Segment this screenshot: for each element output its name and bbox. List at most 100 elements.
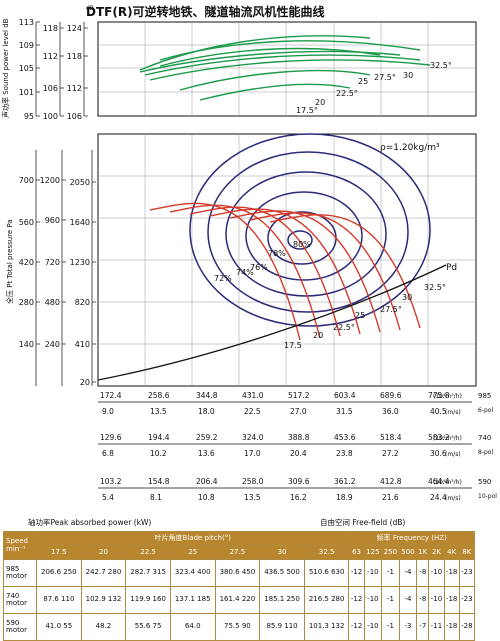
sound-angle-label: 30	[403, 71, 413, 80]
pressure-tick-label: 240	[45, 340, 60, 349]
sound-angle-label: 22.5°	[336, 89, 358, 98]
table-row: 590 motor 41.0 55 48.2 55.6 75 64.0 75.5 90 85…	[3, 613, 476, 641]
power-cell: 101.3 132	[303, 613, 350, 641]
flow-value: 775.8	[428, 391, 450, 400]
velocity-value: 10.8	[198, 493, 215, 502]
table-row: 740 motor 87.6 110 102.9 132 119.9 160 137.1…	[3, 586, 476, 614]
pressure-tick-label: 1200	[40, 176, 60, 185]
velocity-value: 22.5	[244, 407, 261, 416]
sound-tick-label: 109	[19, 41, 34, 50]
power-cell: 75.5 90	[214, 613, 261, 641]
sound-angle-label: 20	[315, 98, 325, 107]
blade-angle-header: 25	[169, 545, 216, 560]
db-cell: -23	[458, 586, 476, 614]
velocity-value: 27.2	[382, 449, 399, 458]
pressure-angle-label: 32.5°	[424, 283, 446, 292]
sound-tick-label: 100	[43, 112, 58, 121]
flow-value: 259.2	[196, 433, 218, 442]
frequency-header: 8K	[458, 545, 476, 560]
velocity-value: 6.8	[102, 449, 114, 458]
db-cell: -12	[348, 559, 365, 587]
db-cell: -18	[443, 559, 460, 587]
row-speed: 740 motor	[3, 586, 37, 614]
db-cell: -28	[458, 613, 476, 641]
efficiency-contour	[207, 151, 409, 313]
power-cell: 242.7 280	[80, 559, 127, 587]
blade-angle-header: 27.5	[214, 545, 261, 560]
sound-tick-label: 106	[43, 84, 58, 93]
flow-value: 517.2	[288, 391, 310, 400]
blade-angle-header: 20	[80, 545, 127, 560]
blade-curve	[249, 212, 401, 331]
free-field-label: 自由空间 Free-field (dB)	[320, 518, 406, 527]
pressure-tick-label: 140	[19, 340, 34, 349]
power-cell: 119.9 160	[125, 586, 171, 614]
flow-value: 344.8	[196, 391, 218, 400]
row-speed: 985 motor	[3, 559, 37, 587]
velocity-unit: (m/s)	[445, 495, 461, 502]
blade-angle-header: 30	[259, 545, 305, 560]
velocity-value: 18.9	[336, 493, 353, 502]
power-cell: 102.9 132	[80, 586, 127, 614]
velocity-value: 8.1	[150, 493, 162, 502]
efficiency-contour	[287, 230, 313, 250]
pressure-tick-label: 700	[19, 176, 34, 185]
velocity-unit: (m/s)	[445, 451, 461, 458]
db-cell: -10	[428, 586, 445, 614]
sound-curve	[159, 40, 421, 61]
db-cell: -3	[398, 613, 418, 641]
sound-angle-label: 25	[358, 77, 368, 86]
pressure-angle-label: 20	[313, 331, 323, 340]
velocity-value: 27.0	[290, 407, 307, 416]
power-cell: 55.6 75	[125, 613, 171, 641]
power-cell: 64.0	[169, 613, 216, 641]
db-cell: -10	[363, 613, 383, 641]
flow-value: 412.8	[380, 477, 402, 486]
power-cell: 380.6 450	[214, 559, 261, 587]
flow-value: 583.2	[428, 433, 450, 442]
blade-curve	[189, 206, 341, 337]
flow-unit: (10⁴m³/h)	[433, 479, 462, 486]
pressure-tick-label: 960	[45, 216, 60, 225]
db-cell: -1	[381, 613, 400, 641]
speed-value: 590	[478, 478, 491, 486]
sound-tick-label: 105	[19, 64, 34, 73]
power-cell: 436.5 500	[259, 559, 305, 587]
velocity-value: 13.5	[150, 407, 167, 416]
db-cell: -10	[363, 586, 383, 614]
frequency-header: 2K	[428, 545, 445, 560]
pressure-tick-label: 1230	[70, 258, 90, 267]
power-cell: 282.7 315	[125, 559, 171, 587]
pressure-tick-label: 280	[19, 298, 34, 307]
blade-angle-header: 22.5	[125, 545, 171, 560]
db-cell: -12	[348, 613, 365, 641]
db-cell: -1	[381, 586, 400, 614]
velocity-value: 20.4	[290, 449, 307, 458]
flow-value: 453.6	[334, 433, 356, 442]
pressure-axis-label: 全压 Pt Total pressure Pa	[5, 219, 14, 304]
velocity-value: 23.8	[336, 449, 353, 458]
power-cell: 87.6 110	[36, 586, 82, 614]
sound-tick-label: 106	[67, 112, 82, 121]
efficiency-label: 74%	[236, 268, 254, 277]
sound-angle-label: 27.5°	[374, 73, 396, 82]
flow-value: 129.6	[100, 433, 122, 442]
performance-chart: 声功率 Sound power level dB 113 109 105 101 95 11…	[1, 5, 497, 502]
db-cell: -23	[458, 559, 476, 587]
flow-value: 431.0	[242, 391, 264, 400]
velocity-unit: (m/s)	[445, 409, 461, 416]
db-cell: -8	[416, 586, 430, 614]
power-cell: 323.4 400	[169, 559, 216, 587]
speed-header: Speed min⁻¹	[3, 531, 37, 560]
sound-tick-label: 118	[67, 52, 82, 61]
sound-angle-label: 32.5°	[430, 61, 452, 70]
pressure-tick-label: 1640	[70, 218, 90, 227]
performance-table: Speed min⁻¹ 叶片角度Blade pitch(°) 频率 Freque…	[3, 531, 476, 641]
efficiency-contour	[189, 133, 431, 327]
density-label: ρ=1.20kg/m³	[380, 143, 440, 153]
db-cell: -12	[348, 586, 365, 614]
db-cell: -4	[398, 559, 418, 587]
freq-header: 频率 Frequency (HZ)	[348, 531, 475, 546]
power-cell: 161.4 220	[214, 586, 261, 614]
pressure-angle-label: 27.5°	[380, 305, 402, 314]
